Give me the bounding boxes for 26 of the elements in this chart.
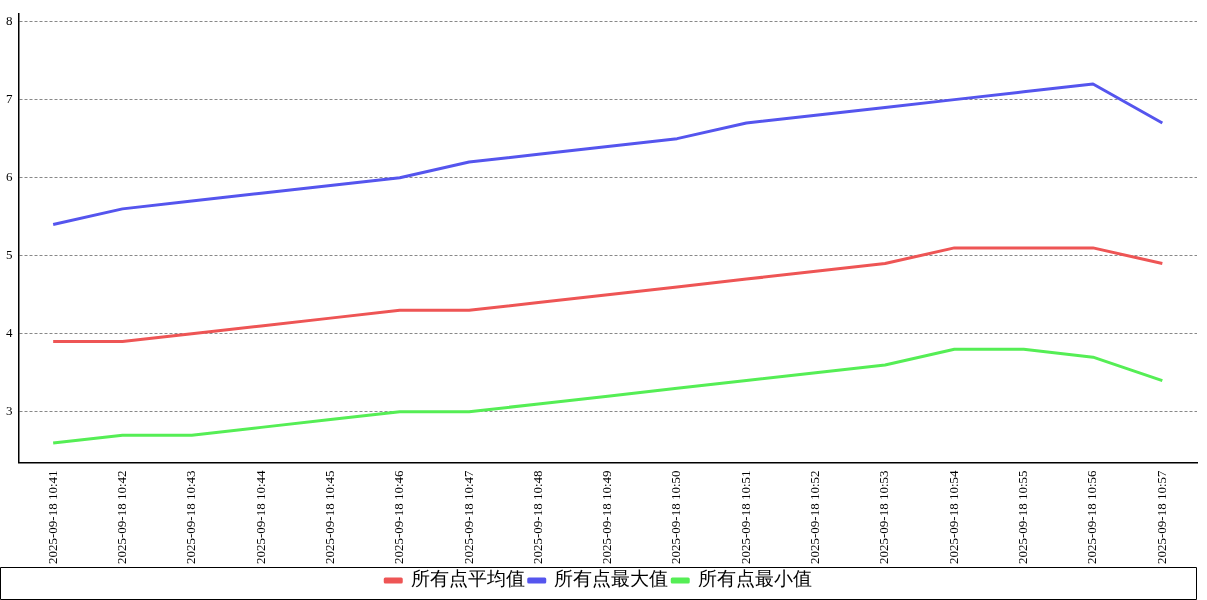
x-tick-label: 2025-09-18 10:49 <box>599 470 615 565</box>
x-tick-label: 2025-09-18 10:44 <box>252 469 268 565</box>
x-tick-label: 2025-09-18 10:42 <box>113 470 129 565</box>
x-tick-label: 2025-09-18 10:50 <box>668 470 684 565</box>
legend-label: 所有点最大值 <box>554 567 669 590</box>
y-tick-label: 4 <box>6 325 13 341</box>
x-tick-label: 2025-09-18 10:52 <box>807 470 823 565</box>
y-tick-label: 3 <box>6 403 13 419</box>
x-tick-label: 2025-09-18 10:46 <box>391 469 407 565</box>
x-tick-label: 2025-09-18 10:45 <box>321 470 337 565</box>
y-tick-label: 7 <box>6 91 13 107</box>
y-tick-label: 5 <box>6 247 13 263</box>
x-tick-label: 2025-09-18 10:51 <box>737 470 753 565</box>
x-tick-label: 2025-09-18 10:43 <box>183 470 199 565</box>
x-tick-label: 2025-09-18 10:56 <box>1084 469 1100 565</box>
legend-label: 所有点最小值 <box>697 567 812 590</box>
y-tick-label: 6 <box>6 169 13 185</box>
x-tick-label: 2025-09-18 10:48 <box>529 470 545 565</box>
x-tick-label: 2025-09-18 10:53 <box>876 470 892 565</box>
x-tick-label: 2025-09-18 10:41 <box>44 470 60 565</box>
legend-label: 所有点平均值 <box>410 567 525 590</box>
x-tick-label: 2025-09-18 10:57 <box>1153 469 1169 565</box>
x-tick-label: 2025-09-18 10:47 <box>460 469 476 565</box>
x-tick-label: 2025-09-18 10:55 <box>1015 470 1031 565</box>
y-tick-label: 8 <box>6 13 13 29</box>
x-tick-label: 2025-09-18 10:54 <box>945 469 961 565</box>
